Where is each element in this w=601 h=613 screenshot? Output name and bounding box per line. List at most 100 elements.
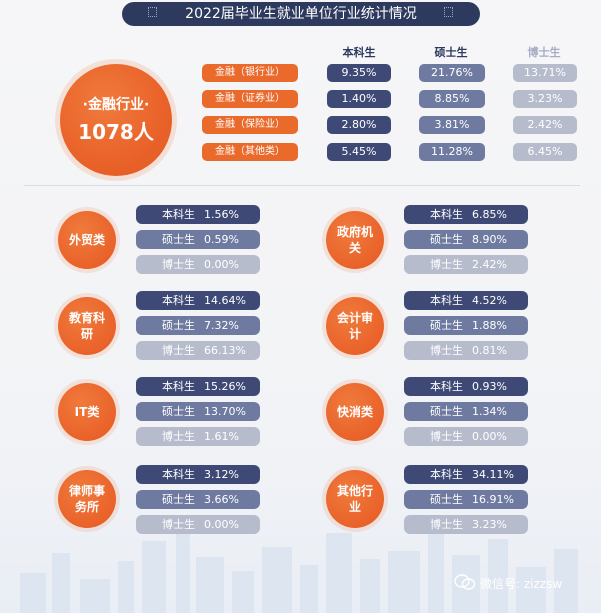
category-name: 其他行业 [337, 484, 374, 514]
watermark-text: 微信号: zizzsw [480, 577, 563, 591]
stat-label: 博士生 [162, 518, 195, 531]
building-shape [428, 527, 444, 613]
stat-phd: 博士生 1.61% [136, 427, 260, 446]
stat-value: 4.52% [472, 294, 507, 307]
category-name: 快消类 [337, 405, 374, 419]
finance-master-value: 11.28% [419, 143, 485, 161]
stat-label: 本科生 [162, 380, 195, 393]
grid-decoration-icon [148, 7, 157, 17]
stat-master: 硕士生 3.66% [136, 490, 260, 509]
stat-value: 34.11% [472, 468, 514, 481]
stat-label: 本科生 [162, 468, 195, 481]
stat-label: 博士生 [162, 430, 195, 443]
finance-bachelor-value: 9.35% [327, 64, 391, 82]
building-shape [80, 579, 110, 613]
title-text: 2022届毕业生就业单位行业统计情况 [185, 6, 417, 22]
category-circle: 会计审计 [326, 297, 384, 355]
stat-label: 硕士生 [162, 319, 195, 332]
finance-phd-value: 3.23% [513, 90, 577, 108]
category-name: 律师事务所 [69, 484, 106, 514]
finance-master-value: 8.85% [419, 90, 485, 108]
building-shape [176, 523, 190, 613]
stat-phd: 博士生 0.00% [136, 515, 260, 534]
page-title: 2022届毕业生就业单位行业统计情况 [122, 2, 480, 26]
stat-bachelor: 本科生 3.12% [136, 465, 260, 484]
stat-bachelor: 本科生 4.52% [404, 291, 528, 310]
building-shape [388, 551, 420, 613]
finance-bachelor-value: 2.80% [327, 116, 391, 134]
stat-label: 硕士生 [162, 405, 195, 418]
stat-bachelor: 本科生 34.11% [404, 465, 528, 484]
building-shape [326, 533, 352, 613]
stat-value: 1.61% [204, 430, 239, 443]
stat-label: 本科生 [162, 208, 195, 221]
stat-value: 16.91% [472, 493, 514, 506]
stat-master: 硕士生 16.91% [404, 490, 528, 509]
stat-label: 硕士生 [430, 493, 463, 506]
finance-row-label: 金融（证券业） [202, 90, 298, 108]
stat-value: 0.59% [204, 233, 239, 246]
column-header-bachelor: 本科生 [342, 46, 376, 59]
stat-master: 硕士生 7.32% [136, 316, 260, 335]
category-circle: 律师事务所 [58, 470, 116, 528]
stat-value: 1.56% [204, 208, 239, 221]
section-divider [24, 185, 580, 186]
category-circle: IT类 [58, 383, 116, 441]
category-name: 教育科研 [69, 311, 106, 341]
stat-label: 本科生 [162, 294, 195, 307]
stat-bachelor: 本科生 0.93% [404, 377, 528, 396]
stat-value: 1.88% [472, 319, 507, 332]
wechat-icon [454, 574, 476, 590]
stat-value: 1.34% [472, 405, 507, 418]
stat-value: 3.12% [204, 468, 239, 481]
stat-label: 硕士生 [430, 233, 463, 246]
stat-phd: 博士生 0.81% [404, 341, 528, 360]
stat-phd: 博士生 66.13% [136, 341, 260, 360]
stat-phd: 博士生 3.23% [404, 515, 528, 534]
finance-count: 1078人 [78, 120, 154, 144]
stat-bachelor: 本科生 15.26% [136, 377, 260, 396]
building-shape [142, 541, 166, 613]
finance-phd-value: 13.71% [513, 64, 577, 82]
stat-value: 3.66% [204, 493, 239, 506]
finance-row-label: 金融（银行业） [202, 64, 298, 82]
stat-phd: 博士生 2.42% [404, 255, 528, 274]
stat-label: 博士生 [162, 344, 195, 357]
stat-value: 3.23% [472, 518, 507, 531]
building-shape [300, 565, 318, 613]
stat-label: 博士生 [430, 518, 463, 531]
stat-bachelor: 本科生 1.56% [136, 205, 260, 224]
finance-circle: ·金融行业· 1078人 [60, 64, 172, 176]
stat-value: 2.42% [472, 258, 507, 271]
category-name: 政府机关 [337, 225, 374, 255]
stat-label: 硕士生 [430, 405, 463, 418]
stat-label: 硕士生 [162, 493, 195, 506]
building-shape [196, 557, 224, 613]
stat-value: 0.00% [204, 518, 239, 531]
stat-value: 14.64% [204, 294, 246, 307]
stat-master: 硕士生 1.34% [404, 402, 528, 421]
stat-value: 0.93% [472, 380, 507, 393]
stat-value: 0.00% [472, 430, 507, 443]
stat-bachelor: 本科生 6.85% [404, 205, 528, 224]
finance-title: ·金融行业· [82, 97, 150, 113]
building-shape [118, 561, 134, 613]
stat-label: 博士生 [430, 344, 463, 357]
grid-decoration-icon [444, 7, 453, 17]
stat-label: 本科生 [430, 208, 463, 221]
finance-bachelor-value: 5.45% [327, 143, 391, 161]
category-name: IT类 [74, 405, 100, 419]
building-shape [516, 567, 546, 613]
finance-bachelor-value: 1.40% [327, 90, 391, 108]
stat-value: 6.85% [472, 208, 507, 221]
building-shape [262, 547, 292, 613]
stat-bachelor: 本科生 14.64% [136, 291, 260, 310]
finance-phd-value: 6.45% [513, 143, 577, 161]
stat-value: 7.32% [204, 319, 239, 332]
stat-master: 硕士生 8.90% [404, 230, 528, 249]
stat-label: 本科生 [430, 294, 463, 307]
stat-master: 硕士生 0.59% [136, 230, 260, 249]
stat-master: 硕士生 13.70% [136, 402, 260, 421]
finance-row-label: 金融（其他类） [202, 143, 298, 161]
category-circle: 政府机关 [326, 211, 384, 269]
